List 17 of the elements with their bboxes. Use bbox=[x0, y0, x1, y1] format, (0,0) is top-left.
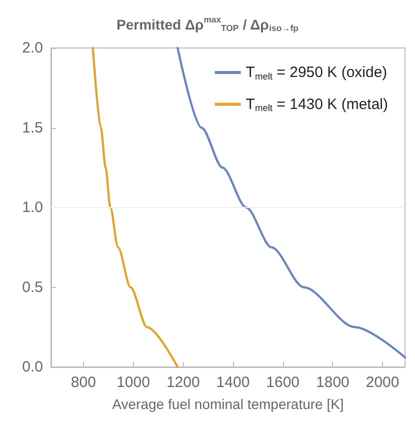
y-tick-label: 2.0 bbox=[22, 40, 43, 56]
x-tick-label: 800 bbox=[70, 374, 96, 391]
y-tick-label: 0.5 bbox=[22, 278, 43, 296]
x-tick-label: 1400 bbox=[216, 374, 250, 391]
x-tick-label: 1200 bbox=[166, 374, 200, 391]
x-tick-label: 1800 bbox=[316, 374, 350, 391]
y-tick-label: 0.0 bbox=[22, 358, 43, 376]
legend-label: Tmelt = 2950 K (oxide) bbox=[246, 64, 388, 82]
x-tick-label: 1000 bbox=[116, 374, 150, 391]
line-series bbox=[176, 46, 406, 359]
x-tick-label: 1600 bbox=[266, 374, 300, 391]
legend-label: Tmelt = 1430 K (metal) bbox=[246, 96, 388, 113]
line-series bbox=[92, 46, 179, 368]
y-tick-label: 1.0 bbox=[22, 199, 43, 216]
x-axis-title: Average fuel nominal temperature [K] bbox=[112, 396, 344, 412]
x-tick-label: 2000 bbox=[366, 374, 400, 391]
y-tick-label: 1.5 bbox=[22, 119, 43, 136]
